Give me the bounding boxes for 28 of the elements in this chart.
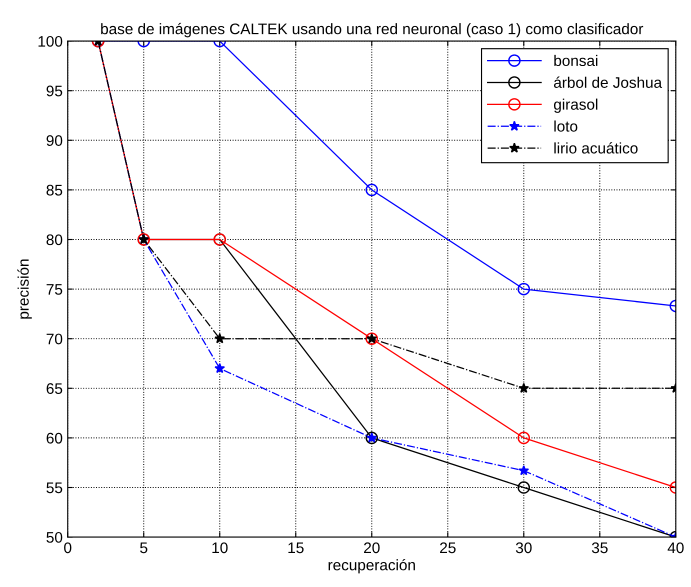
x-tick-label: 0: [64, 542, 72, 554]
x-tick-label: 15: [288, 542, 304, 554]
y-axis-title: precisión: [17, 260, 32, 319]
y-tick-label: 50: [46, 532, 62, 543]
y-tick-label: 90: [46, 135, 62, 146]
x-tick-label: 10: [212, 542, 228, 554]
y-tick-label: 80: [46, 234, 62, 246]
y-tick-label: 55: [46, 482, 62, 494]
y-tick-label: 100: [38, 36, 62, 47]
y-tick-label: 95: [46, 86, 62, 96]
y-tick-label: 70: [46, 334, 62, 344]
y-tick-label: 75: [46, 284, 62, 295]
legend-label: bonsai: [554, 54, 598, 66]
x-tick-label: 35: [592, 542, 608, 554]
legend-label: lirio acuático: [554, 142, 638, 154]
x-tick-label: 40: [668, 542, 684, 554]
x-axis-title: recuperación: [328, 558, 415, 574]
x-tick-label: 20: [364, 542, 380, 554]
y-tick-label: 65: [46, 383, 62, 394]
chart-title: base de imágenes CALTEK usando una red neuronal (caso 1) como clasificador: [101, 22, 644, 38]
y-tick-label: 85: [46, 184, 62, 196]
legend-label: árbol de Joshua: [554, 76, 662, 88]
legend-label: loto: [554, 120, 578, 132]
x-tick-label: 30: [516, 542, 532, 554]
x-tick-label: 5: [140, 542, 148, 554]
legend-label: girasol: [554, 98, 598, 113]
y-tick-label: 60: [46, 432, 62, 444]
x-tick-label: 25: [440, 542, 456, 554]
